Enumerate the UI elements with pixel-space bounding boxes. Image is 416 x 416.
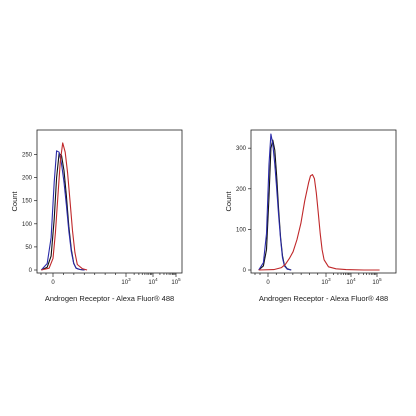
x-axis-label: Androgen Receptor - Alexa Fluor® 488 (259, 294, 388, 303)
y-tick-label: 200 (22, 176, 33, 182)
x-tick-label: 104 (148, 277, 158, 286)
x-tick-label: 105 (171, 277, 181, 286)
histogram-series-blue (258, 133, 292, 271)
y-tick-label: 50 (25, 245, 32, 251)
x-tick-label: 105 (372, 277, 382, 286)
x-axis-label: Androgen Receptor - Alexa Fluor® 488 (45, 294, 174, 303)
x-tick-label: 0 (51, 280, 55, 286)
histogram-series-blue (40, 150, 85, 271)
y-tick-label: 300 (236, 146, 247, 152)
x-tick-label: 103 (121, 277, 131, 286)
plot-frame (250, 129, 397, 274)
x-tick-label: 104 (346, 277, 356, 286)
y-tick-label: 250 (22, 152, 33, 158)
histogram-panel-left: 0 50 100 150 200 250 0 103 104 105 Count Androgen R… (10, 129, 183, 303)
histogram-series-black (258, 139, 292, 271)
y-tick-label: 0 (29, 268, 33, 274)
x-tick-label: 0 (266, 280, 270, 286)
histogram-series-red (258, 174, 380, 271)
plot-frame (36, 129, 183, 274)
histogram-panel-right: 0 100 200 300 0 103 104 105 Count Androgen Recept… (224, 129, 397, 303)
y-tick-label: 200 (236, 187, 247, 193)
y-axis-label: Count (224, 191, 233, 212)
histogram-series-red (41, 142, 88, 271)
y-tick-label: 100 (22, 222, 33, 228)
y-tick-label: 150 (22, 199, 33, 205)
x-tick-label: 103 (321, 277, 331, 286)
y-tick-label: 100 (236, 227, 247, 233)
y-axis-label: Count (10, 191, 19, 212)
y-tick-label: 0 (243, 268, 247, 274)
